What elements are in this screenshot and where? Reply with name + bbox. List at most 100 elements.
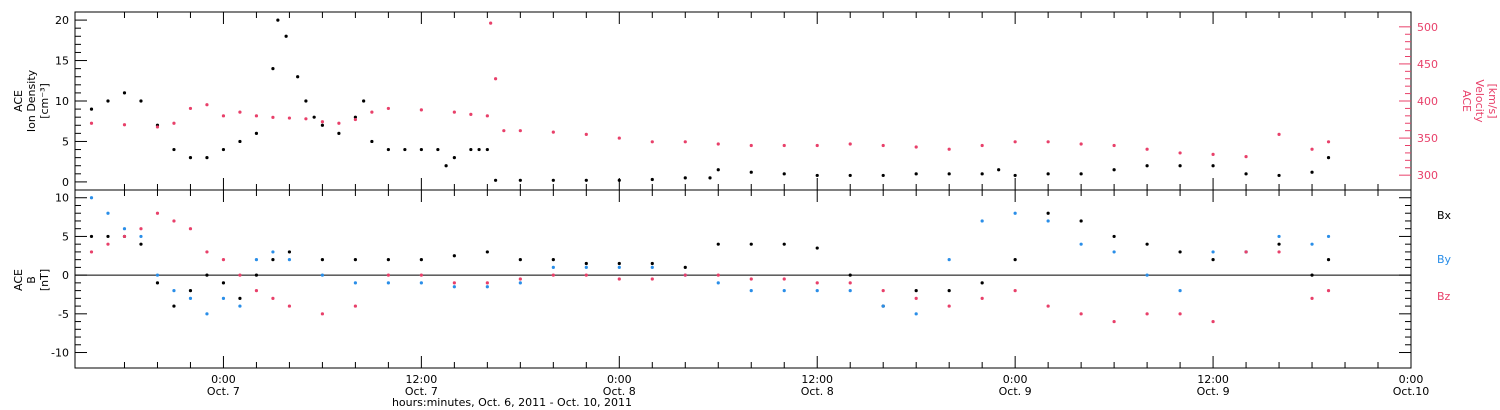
density-point	[89, 107, 94, 111]
density-point	[304, 99, 308, 103]
velocity-point	[1277, 132, 1281, 136]
bx-point	[518, 258, 522, 262]
velocity-axis-label-1: ACE	[1460, 90, 1473, 112]
by-point	[914, 312, 918, 316]
density-point	[353, 115, 357, 119]
by-point	[320, 273, 325, 277]
bz-point	[848, 281, 852, 285]
top-data-points	[89, 18, 1331, 182]
velocity-point	[1046, 140, 1050, 144]
bx-point	[419, 258, 423, 262]
bz-point	[1013, 289, 1017, 293]
by-point	[139, 234, 143, 239]
bx-point	[386, 258, 390, 262]
density-point	[403, 147, 407, 152]
bx-point	[1178, 250, 1182, 254]
b-tick-label: 0	[62, 269, 69, 282]
bz-point	[485, 281, 489, 285]
density-point	[386, 147, 390, 152]
date-tick-label: Oct. 7	[207, 385, 240, 398]
density-point	[370, 139, 374, 144]
bz-point	[155, 211, 160, 215]
density-point	[1310, 170, 1314, 174]
legend-bx: Bx	[1437, 209, 1452, 222]
density-point	[716, 168, 720, 172]
velocity-point	[1178, 151, 1182, 155]
density-point	[848, 173, 852, 178]
velocity-point	[1326, 140, 1331, 144]
velocity-point	[271, 115, 275, 119]
density-point	[106, 99, 110, 103]
bx-point	[485, 250, 489, 254]
velocity-point	[1079, 142, 1083, 146]
bz-point	[271, 296, 275, 300]
bx-point	[139, 242, 143, 246]
by-point	[172, 289, 176, 293]
density-point	[284, 34, 288, 38]
bz-point	[221, 258, 226, 262]
by-point	[238, 304, 242, 308]
by-point	[815, 289, 819, 293]
bx-point	[1310, 273, 1314, 277]
date-tick-label: Oct.10	[1393, 385, 1430, 398]
bx-point	[848, 273, 852, 277]
date-tick-label: Oct. 8	[603, 385, 636, 398]
density-point	[436, 147, 440, 152]
velocity-point	[617, 136, 621, 140]
density-point	[997, 168, 1001, 172]
bz-point	[320, 312, 325, 316]
velocity-point	[353, 117, 357, 122]
density-point	[276, 18, 280, 22]
velocity-point	[469, 112, 473, 116]
density-point	[815, 173, 819, 178]
bx-point	[172, 304, 176, 308]
velocity-point	[881, 143, 885, 148]
bx-point	[683, 265, 687, 269]
velocity-point	[370, 110, 374, 114]
density-point	[518, 178, 522, 182]
velocity-point	[188, 106, 193, 111]
bx-point	[1013, 258, 1017, 262]
by-point	[848, 289, 852, 293]
velocity-point	[205, 103, 209, 107]
bx-point	[584, 261, 588, 266]
density-point	[683, 176, 687, 180]
density-point	[362, 99, 366, 103]
bottom-data-points	[89, 196, 1331, 324]
velocity-point	[320, 120, 325, 124]
legend-by: By	[1437, 253, 1452, 266]
time-tick-label: 12:00	[801, 373, 833, 386]
density-point	[312, 115, 316, 119]
bz-point	[353, 304, 357, 308]
velocity-point	[815, 143, 819, 148]
bx-point	[155, 281, 160, 285]
bottom-panel: -10 -5 0 5 10 ACE B [nT] Bx By Bz	[12, 189, 1452, 369]
bz-point	[584, 273, 588, 277]
bx-point	[271, 258, 275, 262]
bx-point	[1145, 242, 1149, 246]
velocity-point	[452, 110, 456, 114]
bz-point	[122, 234, 127, 239]
by-point	[980, 219, 984, 223]
by-point	[89, 196, 94, 200]
density-point	[1013, 173, 1017, 178]
by-point	[881, 304, 885, 308]
time-tick-label: 0:00	[607, 373, 632, 386]
velocity-point	[493, 77, 498, 81]
velocity-axis-label-2: Velocity	[1473, 79, 1486, 123]
density-tick-label: 10	[55, 95, 69, 108]
density-point	[254, 131, 259, 135]
density-point	[749, 170, 753, 174]
velocity-tick-label: 300	[1417, 169, 1438, 182]
bz-point	[947, 304, 951, 308]
bz-point	[205, 250, 209, 254]
velocity-tick-label: 350	[1417, 132, 1438, 145]
density-axis-label-1: ACE	[12, 90, 25, 112]
velocity-point	[304, 117, 308, 121]
by-point	[1326, 234, 1331, 239]
density-point	[708, 176, 712, 180]
velocity-point	[551, 130, 555, 134]
bz-point	[914, 296, 918, 300]
density-tick-label: 20	[55, 14, 69, 27]
time-tick-label: 0:00	[211, 373, 236, 386]
